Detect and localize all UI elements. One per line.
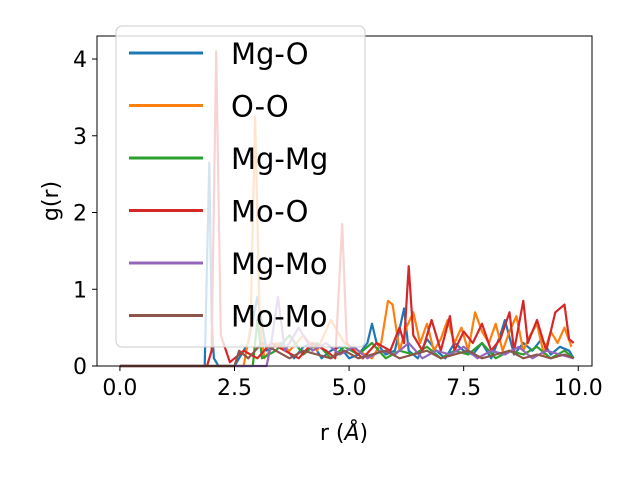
legend-label-mg-o: Mg-O xyxy=(231,37,309,71)
x-tick-label: 2.5 xyxy=(217,376,252,401)
y-tick-label: 2 xyxy=(73,202,87,227)
legend-label-mo-o: Mo-O xyxy=(231,195,308,229)
x-tick-label: 7.5 xyxy=(446,376,481,401)
legend-label-mo-mo: Mo-Mo xyxy=(231,300,328,334)
legend-label-o-o: O-O xyxy=(231,90,289,124)
series-line-mo-o xyxy=(119,50,575,368)
y-tick-label: 1 xyxy=(73,278,87,303)
x-axis-label: r (Å) xyxy=(320,419,368,446)
x-tick-label: 0.0 xyxy=(102,376,137,401)
x-axis-ticks: 0.0 2.5 5.0 7.5 10.0 xyxy=(102,366,603,401)
y-axis-label: g(r) xyxy=(39,181,64,221)
y-tick-label: 4 xyxy=(73,48,87,73)
legend-label-mg-mg: Mg-Mg xyxy=(231,142,328,176)
x-tick-label: 5.0 xyxy=(332,376,367,401)
y-axis-ticks: 0 1 2 3 4 xyxy=(73,48,97,380)
legend: Mg-O O-O Mg-Mg Mo-O Mg-Mo Mo-Mo xyxy=(115,25,366,348)
x-tick-label: 10.0 xyxy=(554,376,603,401)
y-tick-label: 3 xyxy=(73,125,87,150)
y-tick-label: 0 xyxy=(73,355,87,380)
legend-label-mg-mo: Mg-Mo xyxy=(231,247,328,281)
